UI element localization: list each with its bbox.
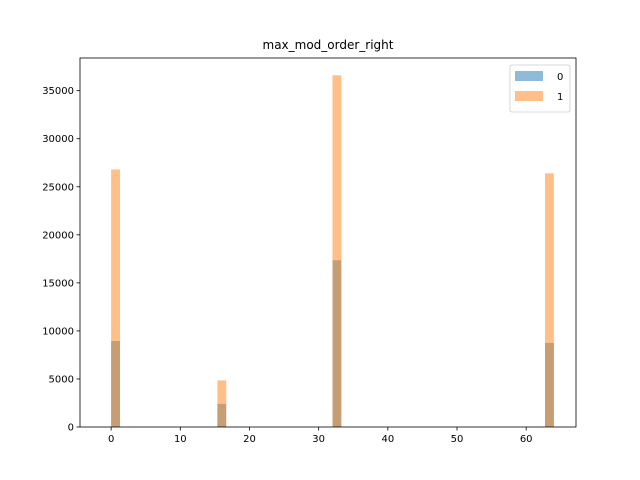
y-tick-label: 20000 [42,230,74,241]
y-tick-label: 25000 [42,182,74,193]
bar-series-1-bin-3 [545,173,554,427]
x-tick-label: 10 [174,434,187,445]
bar-series-1-bin-1 [217,380,227,427]
y-tick-label: 10000 [42,326,74,337]
y-tick-label: 5000 [49,374,74,385]
y-axis: 0 5000 10000 15000 20000 25000 30000 35000 [42,86,80,434]
bar-series-1-bin-0 [111,169,120,427]
chart-title: max_mod_order_right [263,38,394,52]
plot-frame [79,57,577,428]
x-tick-label: 40 [381,434,394,445]
bar-series-1-bin-2 [332,75,342,427]
x-tick-label: 30 [312,434,325,445]
legend-swatch-0 [515,71,543,81]
y-tick-label: 15000 [42,278,74,289]
y-tick-label: 35000 [42,86,74,97]
legend-swatch-1 [515,91,543,101]
bars-layer [111,75,554,427]
legend-label-0: 0 [557,72,563,83]
legend: 01 [509,64,571,113]
y-tick-label: 30000 [42,134,74,145]
x-tick-label: 50 [451,434,464,445]
x-tick-label: 60 [520,434,533,445]
x-tick-label: 20 [243,434,256,445]
legend-label-1: 1 [557,92,563,103]
x-tick-label: 0 [108,434,114,445]
x-axis: 0 10 20 30 40 50 60 [108,427,533,445]
y-tick-label: 0 [68,423,74,434]
